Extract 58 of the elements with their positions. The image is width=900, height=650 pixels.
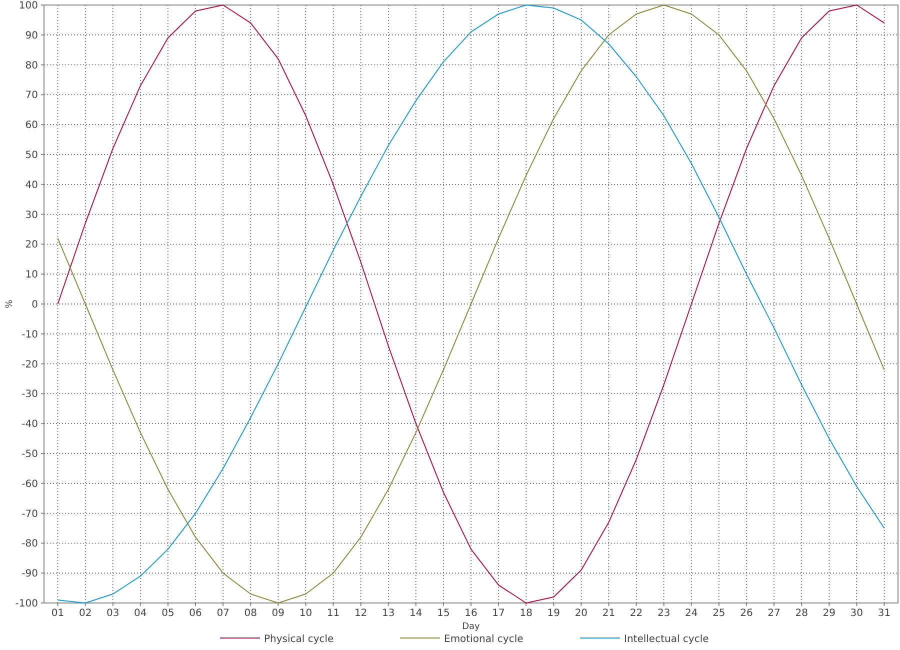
x-tick-label: 20 [574,608,588,619]
y-tick-label: -70 [22,508,38,520]
y-tick-label: 90 [25,30,38,42]
x-tick-label: 30 [850,608,864,619]
y-tick-label: 10 [25,270,38,281]
y-tick-label: 20 [25,240,38,251]
y-tick-label: 0 [32,300,38,310]
x-tick-label: 06 [189,608,202,619]
x-tick-label: 08 [244,608,257,619]
legend-label: Physical cycle [264,634,334,645]
x-tick-label: 13 [382,608,395,619]
x-tick-label: 29 [822,608,836,619]
x-tick-label: 21 [602,608,616,619]
x-tick-label: 10 [299,608,312,619]
y-tick-label: -80 [22,538,38,550]
y-tick-label: 70 [25,90,38,102]
x-tick-label: 22 [630,608,643,619]
legend-label: Emotional cycle [444,634,524,645]
y-tick-label: 60 [25,120,38,132]
y-tick-label: 30 [25,210,38,221]
y-tick-label: 50 [25,150,38,161]
x-tick-label: 16 [464,608,478,619]
x-tick-label: 23 [657,608,670,619]
y-tick-label: -30 [22,389,38,400]
x-tick-label: 24 [685,608,698,619]
x-tick-label: 05 [162,608,174,619]
x-tick-label: 17 [492,608,505,619]
y-tick-label: 100 [18,0,38,12]
x-tick-label: 14 [410,608,422,619]
x-tick-label: 25 [712,608,726,619]
x-tick-label: 11 [326,608,340,619]
x-tick-label: 12 [354,608,368,619]
y-tick-label: -40 [22,419,38,430]
x-tick-label: 18 [520,608,532,619]
y-axis-title: % [5,299,15,308]
x-tick-label: 15 [437,608,450,619]
x-tick-label: 07 [216,608,230,619]
x-tick-label: 09 [272,608,285,619]
x-tick-label: 27 [768,608,780,619]
y-tick-label: -50 [22,449,38,460]
legend-label: Intellectual cycle [624,634,709,645]
y-tick-label: -100 [15,598,38,610]
x-tick-label: 28 [795,608,808,619]
y-tick-label: 40 [25,180,38,191]
y-tick-label: -60 [22,478,38,490]
x-axis-title: Day [462,622,481,632]
x-tick-label: 31 [878,608,891,619]
x-tick-label: 02 [78,608,92,619]
x-tick-label: 03 [106,608,120,619]
y-tick-label: -20 [22,359,38,370]
x-tick-label: 04 [134,608,147,619]
line-series [57,4,885,604]
y-tick-label: 80 [25,60,38,72]
x-tick-label: 01 [51,608,64,619]
x-tick-label: 26 [740,608,753,619]
y-tick-label: -10 [22,329,38,340]
y-tick-label: -90 [22,568,38,580]
x-tick-label: 19 [547,608,560,619]
